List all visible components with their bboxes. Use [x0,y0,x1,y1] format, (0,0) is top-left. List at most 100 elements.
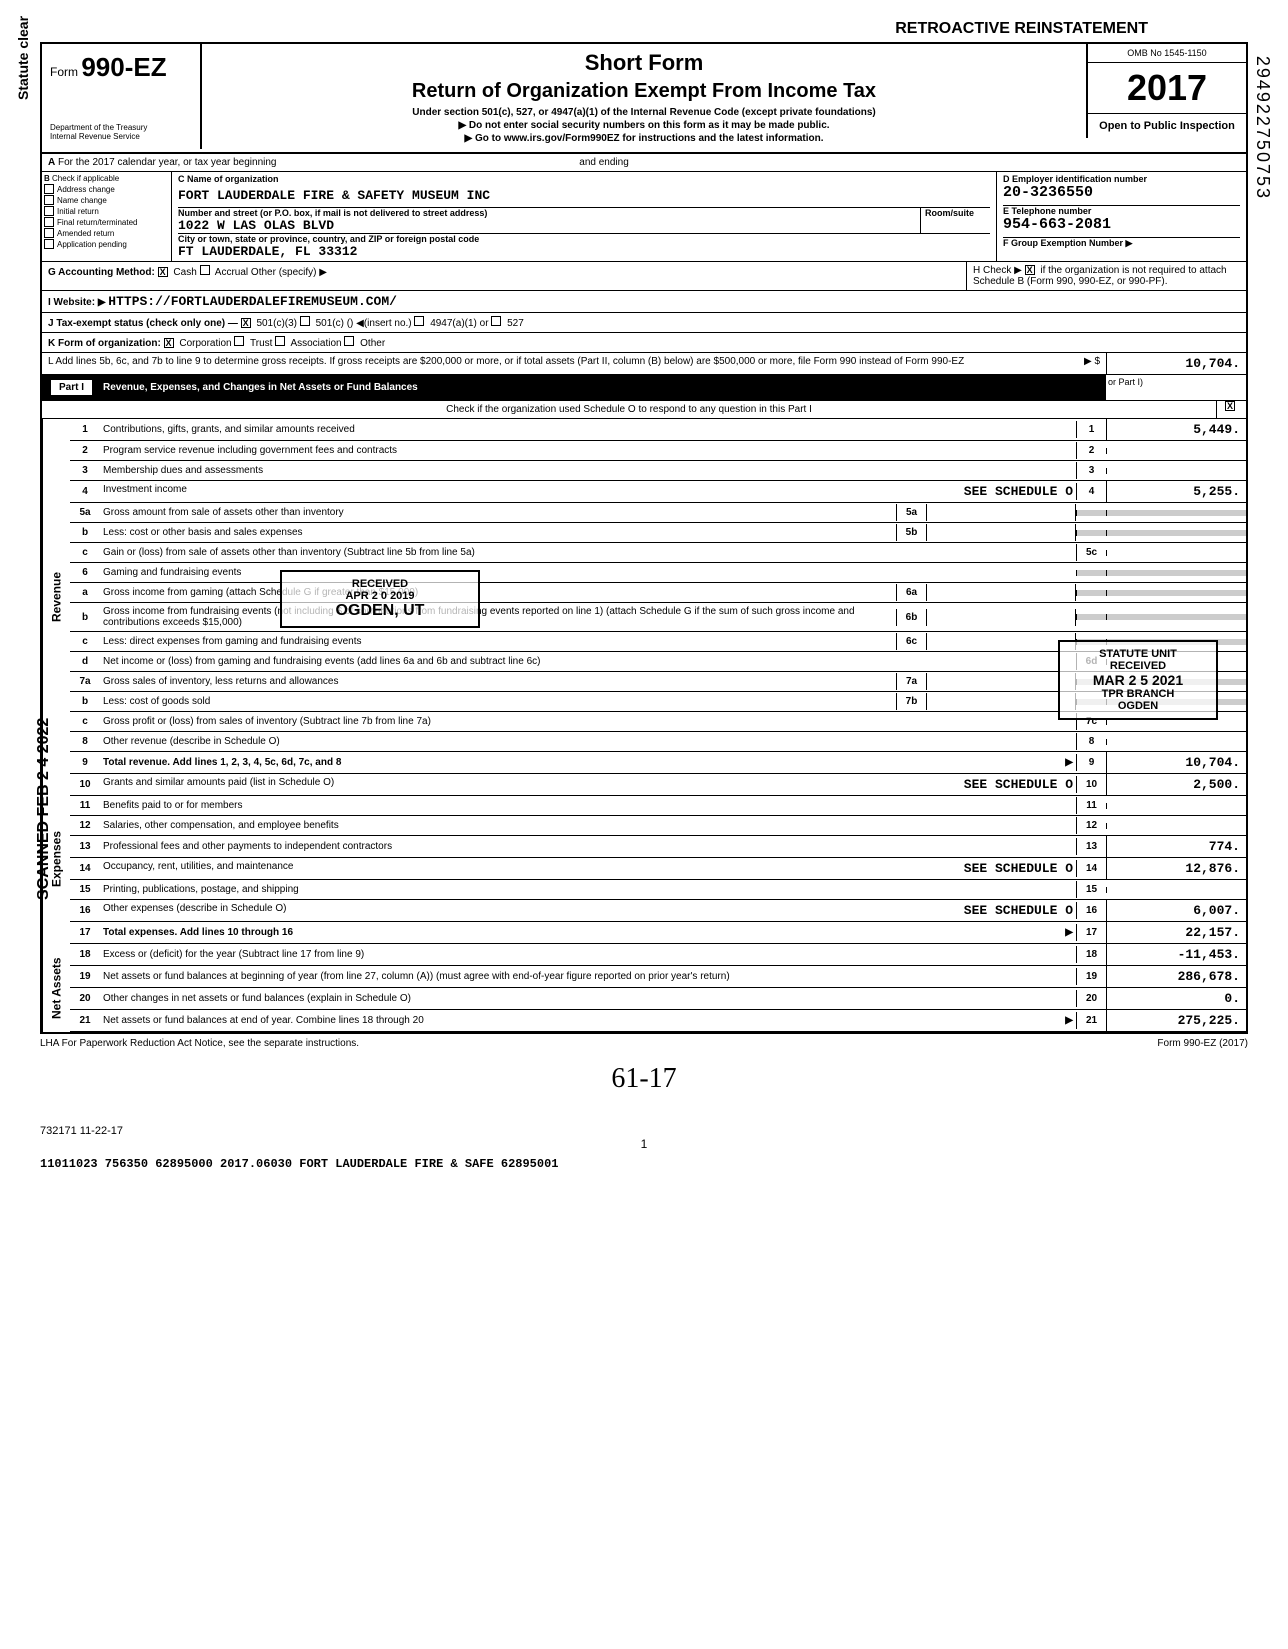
net-assets-label: Net Assets [42,944,70,1032]
line5a-text: Gross amount from sale of assets other t… [100,504,896,521]
gross-receipts-val: 10,704. [1106,353,1246,374]
assoc-label: Association [290,338,341,349]
line10-text: Grants and similar amounts paid (list in… [103,777,334,788]
501c-checkbox[interactable] [300,316,310,326]
tpr-ogden: OGDEN [1066,700,1210,712]
line7c-text: Gross profit or (loss) from sales of inv… [100,713,1076,730]
line12-text: Salaries, other compensation, and employ… [100,817,1076,834]
name-change-checkbox[interactable] [44,195,54,205]
section-a-ending: and ending [579,157,629,168]
527-label: 527 [507,318,524,329]
line21-text: Net assets or fund balances at end of ye… [103,1015,424,1026]
line9-val: 10,704. [1106,752,1246,773]
line6d-text: Net income or (loss) from gaming and fun… [100,653,1076,670]
line4-text: Investment income [103,484,187,495]
line2-text: Program service revenue including govern… [100,442,1076,459]
received-location: OGDEN, UT [288,602,472,620]
l-arrow: ▶ $ [1046,353,1106,374]
trust-label: Trust [250,338,272,349]
amended-label: Amended return [57,229,114,238]
statute-stamp: STATUTE UNIT RECEIVED MAR 2 5 2021 TPR B… [1058,640,1218,720]
assoc-checkbox[interactable] [275,336,285,346]
line13-val: 774. [1106,836,1246,857]
city-label: City or town, state or province, country… [178,234,990,244]
line3-text: Membership dues and assessments [100,462,1076,479]
or-part-i: or Part I) [1106,375,1246,400]
final-checkbox[interactable] [44,217,54,227]
received-date: APR 2 0 2019 [288,590,472,602]
part1-check[interactable] [1225,401,1235,411]
page-number: 1 [40,1137,1248,1151]
line9-text: Total revenue. Add lines 1, 2, 3, 4, 5c,… [103,757,341,768]
line15-text: Printing, publications, postage, and shi… [100,881,1076,898]
cash-checkbox[interactable] [158,267,168,277]
omb-number: OMB No 1545-1150 [1088,44,1246,63]
org-name-label: C Name of organization [178,174,990,184]
line5b-text: Less: cost or other basis and sales expe… [100,524,896,541]
corp-checkbox[interactable] [164,338,174,348]
footer-code: 732171 11-22-17 [40,1125,123,1137]
accrual-checkbox[interactable] [200,265,210,275]
addr-change-checkbox[interactable] [44,184,54,194]
expenses-label: Expenses [42,774,70,944]
org-city: FT LAUDERDALE, FL 33312 [178,244,990,259]
subtitle-3: ▶ Go to www.irs.gov/Form990EZ for instru… [208,133,1080,144]
line16-text: Other expenses (describe in Schedule O) [103,903,286,914]
room-label: Room/suite [925,208,974,218]
statute-date: MAR 2 5 2021 [1066,672,1210,688]
line16-see: SEE SCHEDULE O [964,903,1073,918]
501c3-label: 501(c)(3) [256,318,297,329]
part1-label: Part I [50,379,93,396]
initial-checkbox[interactable] [44,206,54,216]
h-checkbox[interactable] [1025,265,1035,275]
accrual-label: Accrual [215,267,248,278]
other-specify-label: Other (specify) ▶ [251,267,327,278]
other-org-label: Other [360,338,385,349]
line18-text: Excess or (deficit) for the year (Subtra… [100,946,1076,963]
line13-text: Professional fees and other payments to … [100,838,1076,855]
line7b-text: Less: cost of goods sold [100,693,896,710]
line7a-text: Gross sales of inventory, less returns a… [100,673,896,690]
line21-val: 275,225. [1106,1010,1246,1031]
section-k-label: K Form of organization: [48,338,161,349]
ein-value: 20-3236550 [1003,184,1240,201]
trust-checkbox[interactable] [234,336,244,346]
statute-unit-text: STATUTE UNIT [1066,648,1210,660]
line6b-text: Gross income from fundraising events (no… [100,603,896,631]
org-address: 1022 W LAS OLAS BLVD [178,218,920,233]
website-url: HTTPS://FORTLAUDERDALEFIREMUSEUM.COM/ [108,294,397,309]
final-label: Final return/terminated [57,218,137,227]
open-public: Open to Public Inspection [1088,114,1246,138]
form-header: Form 990-EZ Department of the Treasury I… [40,42,1248,154]
line6a-text: Gross income from gaming (attach Schedul… [100,584,896,601]
phone-value: 954-663-2081 [1003,216,1240,233]
subtitle-2: ▶ Do not enter social security numbers o… [208,120,1080,131]
section-a-text: For the 2017 calendar year, or tax year … [58,157,276,168]
line11-text: Benefits paid to or for members [100,797,1076,814]
line6c-text: Less: direct expenses from gaming and fu… [100,633,896,650]
other-org-checkbox[interactable] [344,336,354,346]
statute-received-text: RECEIVED [1066,660,1210,672]
line18-val: -11,453. [1106,944,1246,965]
retroactive-header: RETROACTIVE REINSTATEMENT [40,20,1248,38]
527-checkbox[interactable] [491,316,501,326]
501c3-checkbox[interactable] [241,318,251,328]
irs-label: Internal Revenue Service [50,132,192,141]
initial-label: Initial return [57,207,99,216]
line16-val: 6,007. [1106,900,1246,921]
line14-text: Occupancy, rent, utilities, and maintena… [103,861,293,872]
org-name: FORT LAUDERDALE FIRE & SAFETY MUSEUM INC [178,184,990,208]
part1-title: Revenue, Expenses, and Changes in Net As… [103,382,418,393]
name-change-label: Name change [57,196,107,205]
line6-text: Gaming and fundraising events [100,564,1076,581]
received-stamp: RECEIVED APR 2 0 2019 OGDEN, UT [280,570,480,628]
line17-text: Total expenses. Add lines 10 through 16 [103,927,293,938]
pending-checkbox[interactable] [44,239,54,249]
amended-checkbox[interactable] [44,228,54,238]
corp-label: Corporation [179,338,231,349]
line4-see: SEE SCHEDULE O [964,484,1073,499]
phone-label: E Telephone number [1003,206,1240,216]
website-label: I Website: ▶ [48,297,106,308]
pending-label: Application pending [57,240,127,249]
4947-checkbox[interactable] [414,316,424,326]
